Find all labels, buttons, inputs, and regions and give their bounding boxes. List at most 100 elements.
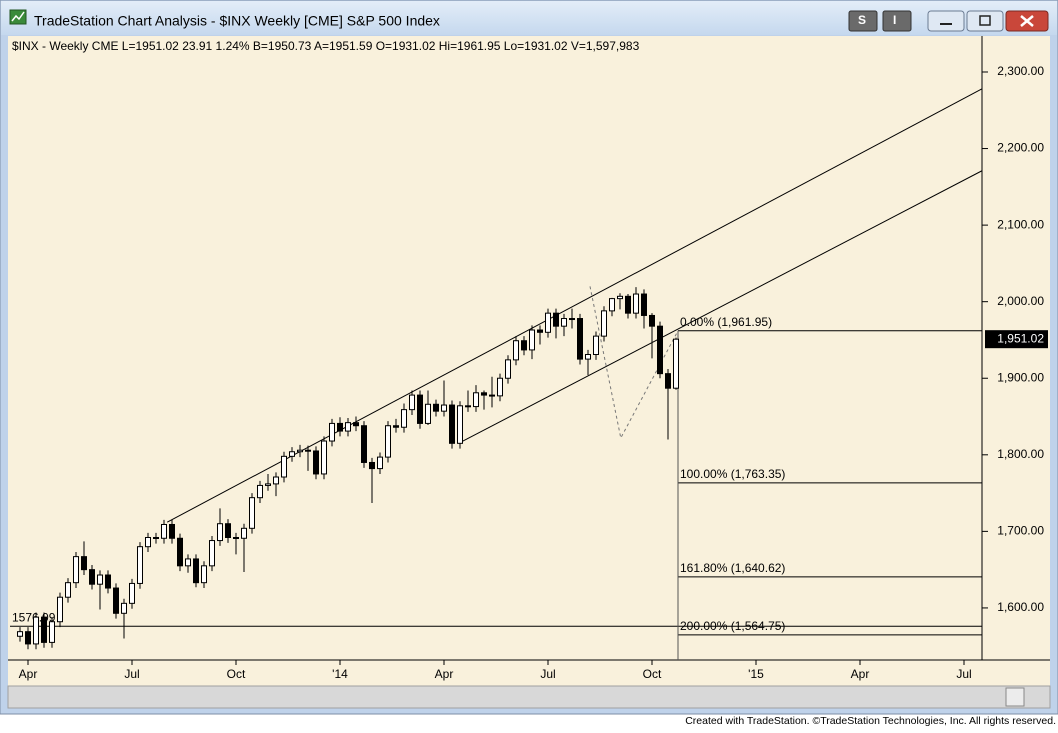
- scroll-thumb[interactable]: [1005, 687, 1025, 707]
- candle-body: [25, 631, 31, 645]
- candle-body: [57, 596, 63, 623]
- candle-body: [209, 540, 215, 567]
- candle-body: [161, 523, 167, 539]
- candle-body: [553, 312, 559, 327]
- plot: 1,600.00 1,700.00 1,800.00 1,900.00 2,000.00…: [10, 64, 1048, 681]
- channel-line: [459, 170, 983, 444]
- x-tick-label: Oct: [643, 667, 662, 681]
- candle-body: [321, 440, 327, 475]
- x-tick-label: '14: [332, 667, 348, 681]
- chart-header: $INX - Weekly CME L=1951.02 23.91 1.24% …: [12, 39, 640, 53]
- candle-body: [657, 325, 663, 375]
- candle-body: [569, 318, 575, 321]
- scroll-bar[interactable]: [7, 685, 1051, 709]
- candle-body: [529, 329, 535, 351]
- candle-body: [673, 338, 679, 389]
- candle-body: [489, 394, 495, 397]
- candle-body: [497, 377, 503, 397]
- level-label: 0.00% (1,961.95): [680, 315, 772, 329]
- i-button[interactable]: [882, 10, 912, 32]
- candle-body: [625, 295, 631, 314]
- candle-body: [305, 449, 311, 452]
- candle-body: [409, 394, 415, 411]
- candle-body: [97, 574, 103, 585]
- candle-body: [65, 582, 71, 598]
- candle-body: [169, 523, 175, 539]
- y-tick-label: 1,600.00: [997, 600, 1044, 614]
- candle-body: [201, 565, 207, 584]
- candle-body: [433, 403, 439, 412]
- candle-body: [649, 314, 655, 327]
- candle-body: [481, 392, 487, 396]
- candle-body: [225, 523, 231, 538]
- candle-body: [73, 556, 79, 584]
- candle-body: [289, 451, 295, 457]
- candle-body: [49, 621, 55, 643]
- y-tick-label: 1,900.00: [997, 370, 1044, 384]
- candle-body: [633, 293, 639, 314]
- candle-body: [521, 340, 527, 351]
- y-tick-label: 2,000.00: [997, 294, 1044, 308]
- x-tick-label: Jul: [124, 667, 139, 681]
- candle-body: [601, 310, 607, 337]
- candle-body: [337, 422, 343, 432]
- level-label: 200.00% (1,564.75): [680, 619, 785, 633]
- candle-body: [217, 523, 223, 542]
- i-button-label: I: [893, 13, 896, 27]
- x-tick-label: Apr: [19, 667, 38, 681]
- minimize-button[interactable]: [927, 10, 965, 32]
- candle-body: [385, 425, 391, 458]
- x-tick-label: Jul: [956, 667, 971, 681]
- level-label: 100.00% (1,763.35): [680, 467, 785, 481]
- candle-body: [513, 340, 519, 361]
- app-icon-line: [11, 11, 25, 22]
- restore-button[interactable]: [966, 10, 1004, 32]
- x-tick-label: Jul: [540, 667, 555, 681]
- candle-body: [353, 422, 359, 427]
- chart-background: [8, 36, 1050, 686]
- candle-body: [473, 392, 479, 408]
- candle-body: [401, 409, 407, 428]
- candle-body: [281, 455, 287, 478]
- candle-body: [449, 404, 455, 444]
- candle-body: [113, 587, 119, 614]
- candle-body: [241, 527, 247, 539]
- candle-body: [297, 449, 303, 453]
- candle-body: [105, 574, 111, 589]
- candle-body: [441, 404, 447, 412]
- candle-body: [257, 484, 263, 499]
- candle-body: [273, 476, 279, 485]
- x-tick-label: Oct: [227, 667, 246, 681]
- candle-body: [121, 602, 127, 614]
- s-button[interactable]: [848, 10, 878, 32]
- candle-body: [505, 359, 511, 379]
- candle-body: [33, 616, 39, 645]
- candle-body: [137, 546, 143, 584]
- x-tick-label: '15: [748, 667, 764, 681]
- y-tick-label: 2,300.00: [997, 64, 1044, 78]
- candle-body: [177, 537, 183, 567]
- candle-body: [465, 405, 471, 408]
- candle-body: [593, 335, 599, 356]
- candle-body: [193, 558, 199, 584]
- candle-body: [265, 483, 271, 486]
- candle-body: [249, 497, 255, 529]
- candle-body: [369, 461, 375, 470]
- window-title: TradeStation Chart Analysis - $INX Weekl…: [34, 13, 440, 29]
- s-button-label: S: [858, 13, 866, 27]
- candle-body: [665, 373, 671, 389]
- y-tick-label: 1,700.00: [997, 524, 1044, 538]
- candle-body: [329, 422, 335, 442]
- candle-body: [185, 558, 191, 567]
- x-tick-label: Apr: [435, 667, 454, 681]
- candle-body: [585, 354, 591, 360]
- candle-body: [345, 422, 351, 432]
- candle-body: [577, 318, 583, 360]
- level-label: 161.80% (1,640.62): [680, 561, 785, 575]
- close-icon: [1020, 15, 1034, 27]
- candle-body: [537, 329, 543, 333]
- candle-body: [89, 569, 95, 585]
- y-tick-label: 2,200.00: [997, 141, 1044, 155]
- candle-body: [145, 536, 151, 548]
